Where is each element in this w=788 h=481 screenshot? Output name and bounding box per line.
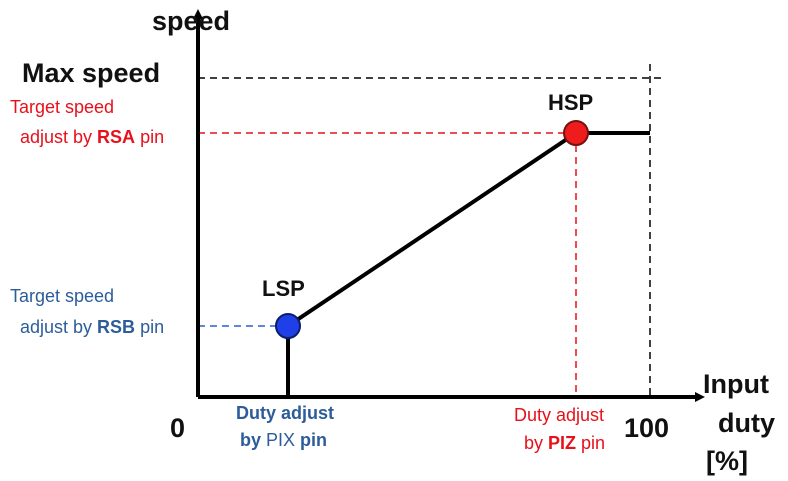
pix-annotation: Duty adjust bbox=[236, 403, 334, 423]
max-speed-label: Max speed bbox=[22, 58, 160, 88]
origin-label: 0 bbox=[170, 413, 185, 443]
rsb-annotation: Target speed bbox=[10, 286, 114, 306]
rsb-annotation: adjust by RSB pin bbox=[20, 317, 164, 337]
hsp-label: HSP bbox=[548, 90, 593, 115]
rsa-annotation: Target speed bbox=[10, 97, 114, 117]
lsp-label: LSP bbox=[262, 276, 305, 301]
lsp-point bbox=[275, 313, 301, 339]
x-axis-label: duty bbox=[718, 408, 775, 438]
rsa-annotation: adjust by RSA pin bbox=[20, 127, 164, 147]
y-axis-label: speed bbox=[152, 6, 230, 36]
hsp-point bbox=[563, 120, 589, 146]
x-axis-label: Input bbox=[703, 369, 769, 399]
pix-annotation: by PIX pin bbox=[240, 430, 327, 450]
speed-curve bbox=[286, 131, 650, 397]
x-axis-label: [%] bbox=[706, 446, 748, 476]
piz-annotation: Duty adjust bbox=[514, 405, 604, 425]
x-max-label: 100 bbox=[624, 413, 669, 443]
piz-annotation: by PIZ pin bbox=[524, 433, 605, 453]
